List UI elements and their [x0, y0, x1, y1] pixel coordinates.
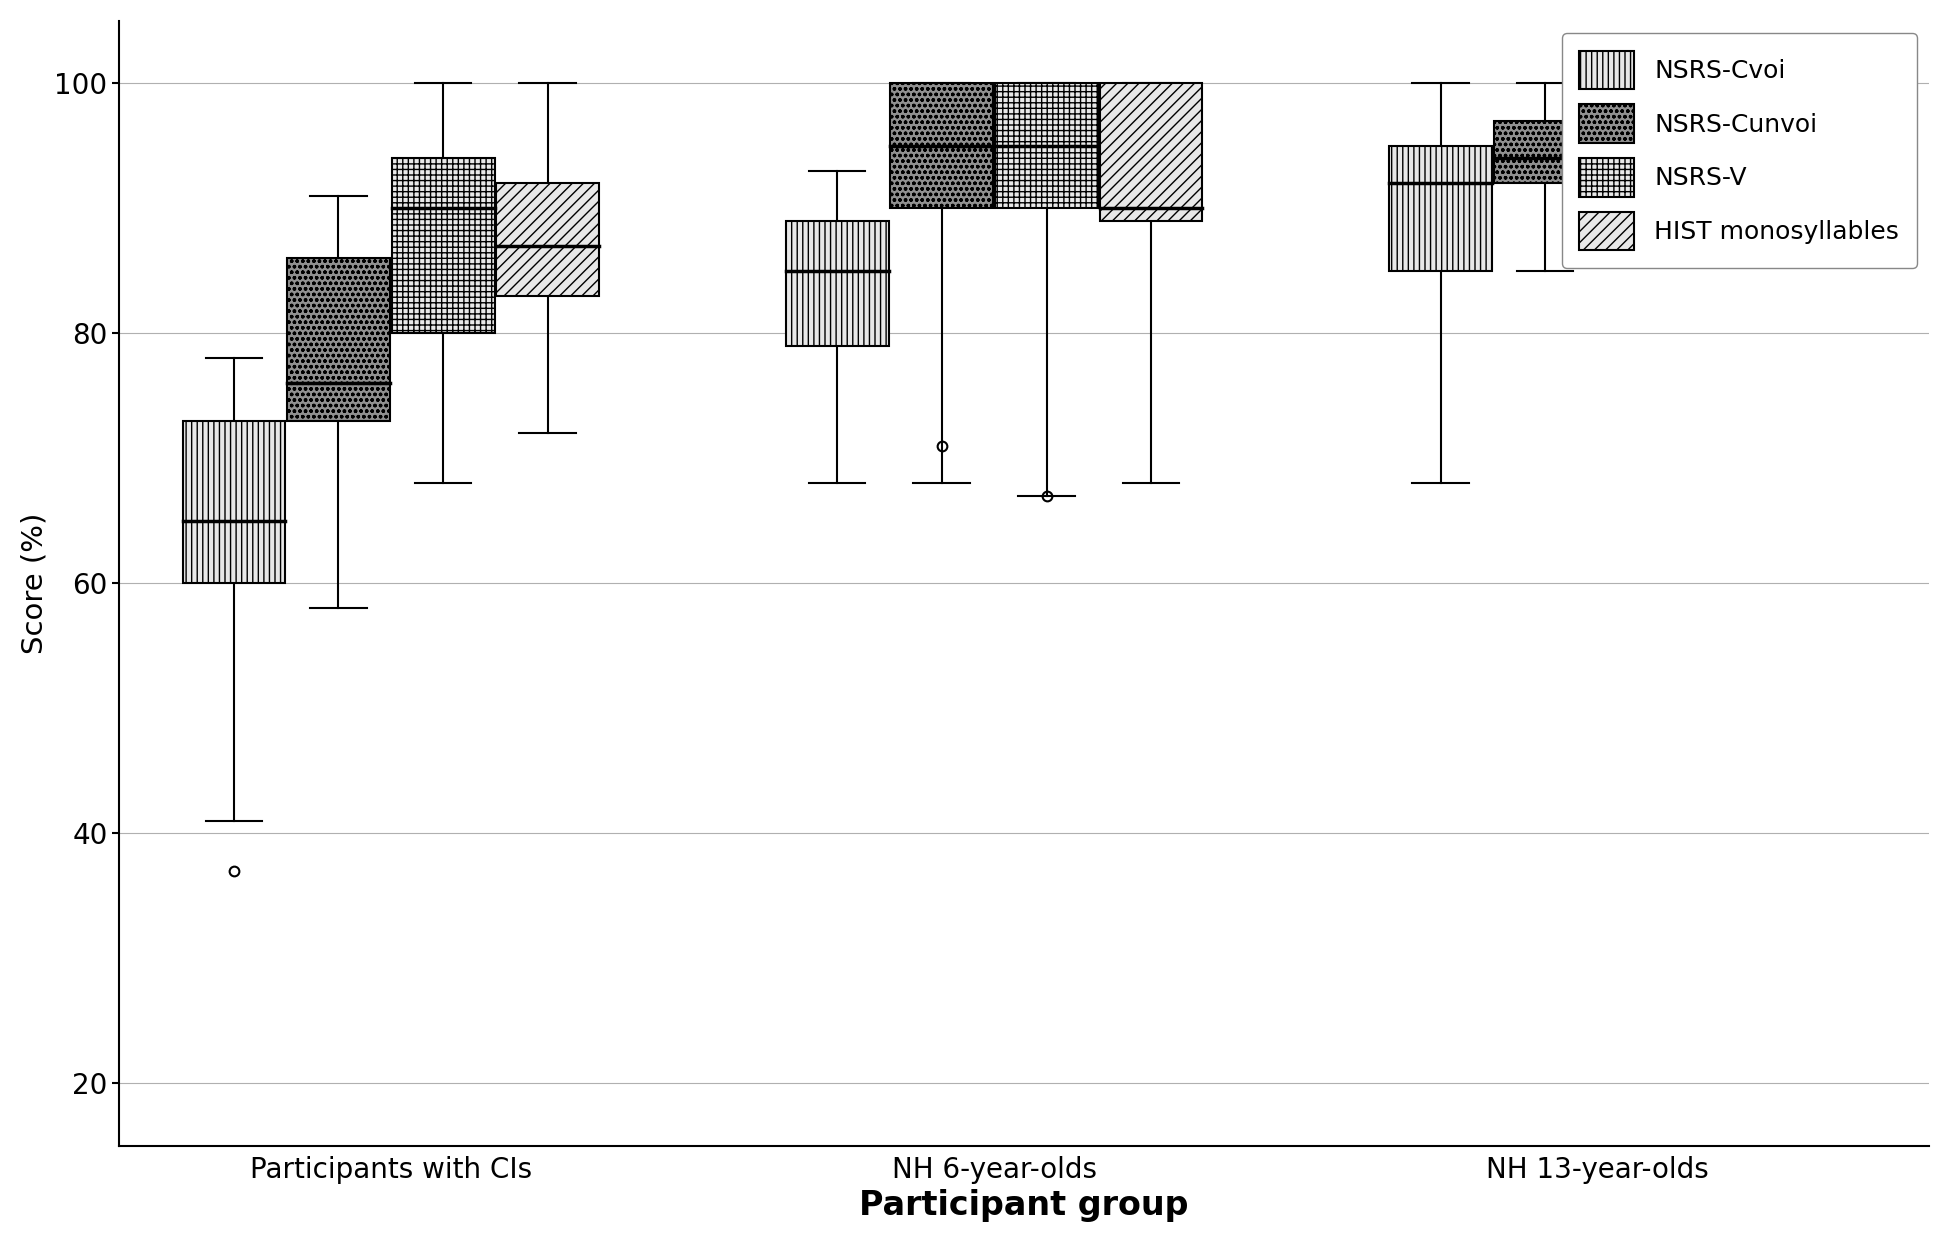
Bar — [1388, 145, 1492, 271]
Bar — [1599, 83, 1700, 183]
Bar — [1702, 83, 1806, 209]
Bar — [392, 158, 495, 333]
Bar — [891, 83, 993, 209]
Bar — [1100, 83, 1203, 221]
Bar — [392, 158, 495, 333]
Legend: NSRS-Cvoi, NSRS-Cunvoi, NSRS-V, HIST monosyllables: NSRS-Cvoi, NSRS-Cunvoi, NSRS-V, HIST mon… — [1562, 34, 1917, 267]
Bar — [183, 421, 285, 583]
X-axis label: Participant group: Participant group — [860, 1190, 1190, 1222]
Bar — [1702, 83, 1806, 209]
Bar — [287, 259, 390, 421]
Bar — [1494, 121, 1597, 183]
Bar — [183, 421, 285, 583]
Bar — [1100, 83, 1203, 221]
Bar — [1599, 83, 1700, 183]
Bar — [497, 183, 599, 296]
Y-axis label: Score (%): Score (%) — [21, 512, 49, 654]
Bar — [786, 221, 889, 346]
Bar — [891, 83, 993, 209]
Bar — [497, 183, 599, 296]
Bar — [1494, 121, 1597, 183]
Bar — [994, 83, 1098, 209]
Bar — [786, 221, 889, 346]
Bar — [1388, 145, 1492, 271]
Bar — [287, 259, 390, 421]
Bar — [994, 83, 1098, 209]
